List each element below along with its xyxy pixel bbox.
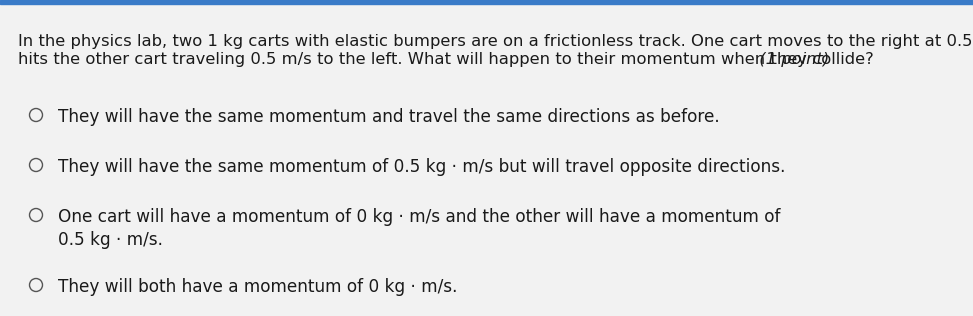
Text: In the physics lab, two 1 kg carts with elastic bumpers are on a frictionless tr: In the physics lab, two 1 kg carts with …	[18, 34, 973, 49]
Text: They will have the same momentum and travel the same directions as before.: They will have the same momentum and tra…	[58, 108, 720, 126]
Text: hits the other cart traveling 0.5 m/s to the left. What will happen to their mom: hits the other cart traveling 0.5 m/s to…	[18, 52, 874, 67]
Text: (1 point): (1 point)	[754, 52, 830, 67]
Text: They will have the same momentum of 0.5 kg · m/s but will travel opposite direct: They will have the same momentum of 0.5 …	[58, 158, 785, 176]
Bar	[0, 0, 973, 4]
Text: One cart will have a momentum of 0 kg · m/s and the other will have a momentum o: One cart will have a momentum of 0 kg · …	[58, 208, 780, 249]
Text: They will both have a momentum of 0 kg · m/s.: They will both have a momentum of 0 kg ·…	[58, 278, 457, 296]
